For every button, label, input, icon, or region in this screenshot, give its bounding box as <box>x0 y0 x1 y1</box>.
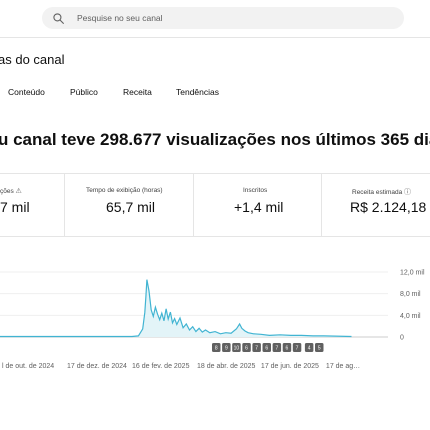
metric-subscribers[interactable]: Inscritos +1,4 mil <box>194 174 321 236</box>
series-area <box>0 279 352 337</box>
video-marker[interactable]: 6 <box>262 343 272 352</box>
metric-divider <box>193 174 194 236</box>
tab-trends[interactable]: Tendências <box>176 87 220 97</box>
y-tick-label: 0 <box>400 335 404 342</box>
metric-watch-time-label: Tempo de exibição (horas) <box>86 187 163 194</box>
video-marker[interactable]: 10 <box>232 343 241 352</box>
video-marker[interactable]: 6 <box>282 343 292 352</box>
metric-views[interactable]: ções ⚠ 7 mil <box>0 174 64 236</box>
metric-views-label: ções <box>0 188 14 195</box>
views-chart-svg: 12,0 mil 8,0 mil 4,0 mil 0 l de out. de 2024… <box>0 270 425 370</box>
y-tick-label: 12,0 mil <box>400 270 425 277</box>
x-tick-label: l de out. de 2024 <box>2 363 54 370</box>
page-title: as do canal <box>0 52 65 67</box>
video-marker[interactable]: 8 <box>212 343 221 352</box>
video-marker[interactable]: 7 <box>272 343 282 352</box>
info-icon[interactable]: ⓘ <box>404 189 412 196</box>
tab-audience[interactable]: Público <box>70 87 98 97</box>
views-chart: 12,0 mil 8,0 mil 4,0 mil 0 l de out. de 2024… <box>0 258 430 378</box>
views-headline: u canal teve 298.677 visualizações nos ú… <box>0 130 430 149</box>
video-marker-label: 6 <box>286 346 289 352</box>
metric-divider <box>64 174 65 236</box>
video-marker-label: 6 <box>245 346 248 352</box>
x-tick-label: 17 de ag… <box>326 363 360 370</box>
x-tick-label: 18 de abr. de 2025 <box>197 363 255 370</box>
metric-watch-time-value: 65,7 mil <box>106 199 156 215</box>
metric-subscribers-label: Inscritos <box>243 187 268 194</box>
metric-revenue-label: Receita estimada <box>352 189 403 196</box>
tab-bar: Conteúdo Público Receita Tendências <box>0 87 430 107</box>
video-marker-label: 5 <box>318 346 321 352</box>
video-marker-label: 8 <box>215 346 218 352</box>
tab-revenue[interactable]: Receita <box>123 87 152 97</box>
x-tick-label: 16 de fev. de 2025 <box>132 363 190 370</box>
video-marker[interactable]: 7 <box>252 343 261 352</box>
metric-revenue[interactable]: Receita estimada ⓘ R$ 2.124,18 <box>322 174 430 236</box>
x-tick-label: 17 de dez. de 2024 <box>67 363 127 370</box>
x-tick-label: 17 de jun. de 2025 <box>261 363 319 370</box>
search-box[interactable] <box>42 7 404 29</box>
search-icon[interactable] <box>52 12 65 25</box>
y-tick-label: 8,0 mil <box>400 291 421 298</box>
video-marker-label: 10 <box>234 346 240 352</box>
warning-icon: ⚠ <box>15 188 22 195</box>
video-marker[interactable]: 9 <box>222 343 231 352</box>
top-bar <box>0 0 430 38</box>
search-input[interactable] <box>77 13 377 23</box>
video-marker[interactable]: 4 <box>304 343 314 352</box>
y-tick-label: 4,0 mil <box>400 313 421 320</box>
metrics-row: ções ⚠ 7 mil Tempo de exibição (horas) 6… <box>0 173 430 237</box>
metric-divider <box>321 174 322 236</box>
video-marker[interactable]: 7 <box>292 343 302 352</box>
series-line[interactable] <box>0 279 352 338</box>
video-marker-label: 7 <box>275 346 278 352</box>
video-marker-label: 4 <box>308 346 311 352</box>
metric-watch-time[interactable]: Tempo de exibição (horas) 65,7 mil <box>65 174 193 236</box>
video-marker-label: 7 <box>255 346 258 352</box>
metric-views-value: 7 mil <box>0 199 30 215</box>
metric-revenue-value: R$ 2.124,18 <box>350 199 427 215</box>
tab-content[interactable]: Conteúdo <box>8 87 45 97</box>
video-marker[interactable]: 5 <box>315 343 324 352</box>
metric-subscribers-value: +1,4 mil <box>234 199 284 215</box>
video-marker-label: 6 <box>265 346 268 352</box>
video-marker[interactable]: 6 <box>242 343 251 352</box>
video-marker-label: 7 <box>296 346 299 352</box>
video-marker-label: 9 <box>225 346 228 352</box>
